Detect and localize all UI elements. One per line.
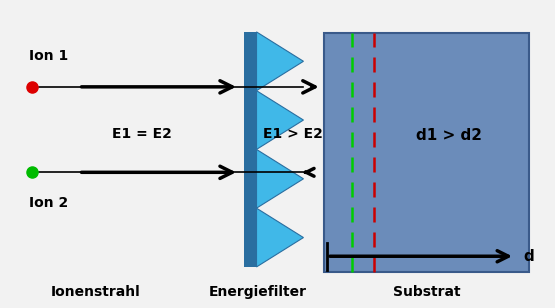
Text: Ion 2: Ion 2	[29, 196, 68, 210]
Polygon shape	[256, 91, 304, 149]
Bar	[325, 34, 529, 272]
Bar	[244, 32, 256, 267]
Text: d: d	[523, 249, 534, 264]
Text: Substrat: Substrat	[393, 285, 461, 299]
Text: Ionenstrahl: Ionenstrahl	[51, 285, 140, 299]
Polygon shape	[256, 149, 304, 208]
Text: E1 > E2: E1 > E2	[263, 127, 323, 141]
Text: E1 = E2: E1 = E2	[112, 127, 172, 141]
Polygon shape	[256, 208, 304, 267]
Polygon shape	[256, 32, 304, 91]
Text: Ion 1: Ion 1	[29, 49, 68, 63]
Text: d1 > d2: d1 > d2	[416, 128, 482, 143]
Text: Energiefilter: Energiefilter	[209, 285, 307, 299]
